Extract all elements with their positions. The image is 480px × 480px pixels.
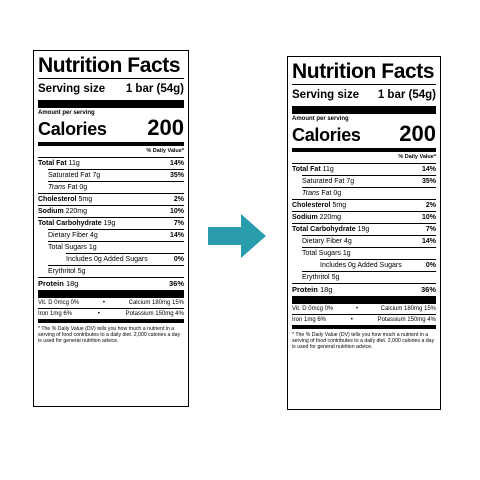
nutrient-row: Includes 0g Added Sugars 0%: [66, 253, 184, 265]
nutrient-row: Includes 0g Added Sugars 0%: [320, 259, 436, 271]
nutrient-row: Trans Fat 0g: [302, 187, 436, 199]
calories-label: Calories: [38, 119, 107, 139]
nutrient-row: Total Fat 11g 14%: [292, 163, 436, 175]
nutrient-row: Erythritol 5g: [48, 265, 184, 277]
nutrition-label-copy: Nutrition Facts Serving size 1 bar (54g)…: [287, 56, 441, 410]
amount-per-serving: Amount per serving: [38, 110, 95, 116]
nutrient-row: Saturated Fat 7g 35%: [48, 169, 184, 181]
minerals-row: Iron 1mg 6% • Potassium 150mg 4%: [292, 314, 436, 325]
nutrient-row: Cholesterol 5mg 2%: [38, 193, 184, 205]
nutrient-row: Total Sugars 1g: [302, 247, 436, 259]
serving-size-value: 1 bar (54g): [377, 89, 436, 101]
nutrient-row: Saturated Fat 7g 35%: [302, 175, 436, 187]
label-title: Nutrition Facts: [292, 60, 435, 83]
nutrient-row: Dietary Fiber 4g 14%: [302, 235, 436, 247]
nutrient-row: Protein 18g 36%: [292, 283, 436, 294]
nutrient-row: Total Fat 11g 14%: [38, 157, 184, 169]
label-title: Nutrition Facts: [38, 54, 181, 77]
serving-size: Serving size 1 bar (54g): [292, 85, 436, 106]
nutrient-row: Dietary Fiber 4g 14%: [48, 229, 184, 241]
calories-value: 200: [399, 121, 436, 146]
daily-value-header: % Daily Value*: [146, 148, 184, 154]
nutrition-label-original: Nutrition Facts Serving size 1 bar (54g)…: [33, 50, 189, 407]
daily-value-header: % Daily Value*: [398, 154, 436, 160]
right-arrow-icon: [208, 214, 266, 258]
amount-per-serving: Amount per serving: [292, 116, 349, 122]
nutrient-row: Protein 18g 36%: [38, 277, 184, 288]
calories-label: Calories: [292, 125, 361, 145]
calories-row: Calories 200: [292, 123, 436, 148]
calories-value: 200: [147, 115, 184, 140]
nutrient-row: Cholesterol 5mg 2%: [292, 199, 436, 211]
footnote: * The % Daily Value (DV) tells you how m…: [38, 326, 181, 345]
nutrient-row: Sodium 220mg 10%: [38, 205, 184, 217]
vitamins-row: Vit. D 0mcg 0% • Calcium 180mg 15%: [38, 300, 184, 306]
nutrient-row: Total Sugars 1g: [48, 241, 184, 253]
nutrient-row: Total Carbohydrate 19g 7%: [292, 223, 436, 235]
nutrient-row: Sodium 220mg 10%: [292, 211, 436, 223]
nutrient-row: Erythritol 5g: [302, 271, 436, 283]
nutrient-row: Total Carbohydrate 19g 7%: [38, 217, 184, 229]
minerals-row: Iron 1mg 6% • Potassium 150mg 4%: [38, 308, 184, 319]
calories-row: Calories 200: [38, 117, 184, 142]
vitamins-row: Vit. D 0mcg 0% • Calcium 180mg 15%: [292, 306, 436, 312]
serving-size-label: Serving size: [292, 89, 360, 101]
serving-size-label: Serving size: [38, 83, 106, 95]
serving-size: Serving size 1 bar (54g): [38, 79, 184, 100]
serving-size-value: 1 bar (54g): [125, 83, 184, 95]
footnote: * The % Daily Value (DV) tells you how m…: [292, 332, 435, 351]
nutrient-row: Trans Fat 0g: [48, 181, 184, 193]
